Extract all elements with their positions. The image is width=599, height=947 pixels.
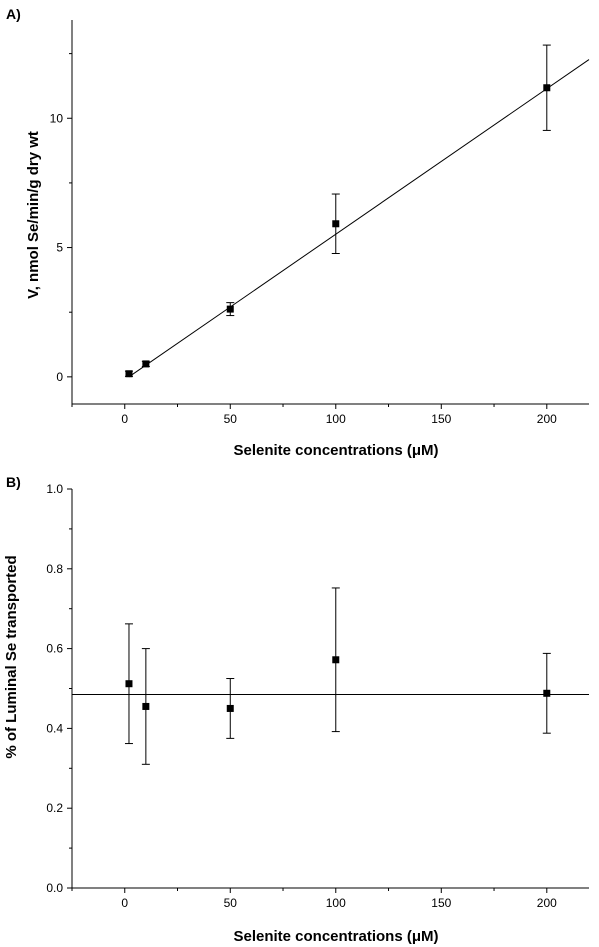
panel-a-y-axis-label: V, nmol Se/min/g dry wt	[25, 131, 42, 299]
panel-a-x-tick-label: 100	[326, 412, 346, 426]
panel-b-x-tick-label: 50	[224, 896, 238, 910]
panel-a-fit-line	[128, 59, 590, 378]
panel-b-data-point	[125, 680, 133, 688]
panel-b-x-tick-label: 150	[431, 896, 451, 910]
panel-b-y-tick-label: 0.6	[46, 642, 63, 656]
panel-b-data-point	[543, 689, 551, 697]
panel-b-data-point	[332, 656, 340, 664]
panel-b-y-tick-label: 0.8	[46, 562, 63, 576]
panel-b-y-tick-label: 0.2	[46, 801, 63, 815]
panel-a-y-tick-label: 0	[56, 370, 63, 384]
panel-b-y-tick-label: 0.4	[46, 721, 63, 735]
panel-a-data-point	[332, 220, 340, 228]
panel-a-x-tick-label: 0	[121, 412, 128, 426]
panel-b-data-point	[142, 702, 150, 710]
panel-a-x-tick-label: 200	[537, 412, 557, 426]
panel-a: A) Selenite concentrations (μM) V, nmol …	[6, 6, 590, 459]
panel-b-x-axis-label: Selenite concentrations (μM)	[233, 928, 438, 945]
panel-b-x-tick-label: 200	[537, 896, 557, 910]
panel-b-label: B)	[6, 474, 21, 490]
panel-b-y-tick-label: 0.0	[46, 881, 63, 895]
panel-a-x-tick-label: 150	[431, 412, 451, 426]
panel-b-data-point	[226, 704, 234, 712]
panel-b-y-tick-label: 1.0	[46, 482, 63, 496]
panel-a-x-axis-label: Selenite concentrations (μM)	[233, 442, 438, 459]
panel-a-data-point	[226, 305, 234, 313]
panel-a-y-tick-label: 5	[56, 241, 63, 255]
panel-b: B) Selenite concentrations (μM) % of Lum…	[3, 474, 589, 945]
panel-b-x-tick-label: 0	[121, 896, 128, 910]
panel-a-label: A)	[6, 6, 21, 22]
panel-a-data-point	[125, 370, 133, 378]
panel-a-x-tick-label: 50	[224, 412, 238, 426]
panel-a-data-point	[543, 84, 551, 92]
panel-b-x-tick-label: 100	[326, 896, 346, 910]
panel-b-y-axis-label: % of Luminal Se transported	[3, 555, 20, 758]
panel-a-data-point	[142, 360, 150, 368]
panel-a-y-tick-label: 10	[50, 111, 64, 125]
